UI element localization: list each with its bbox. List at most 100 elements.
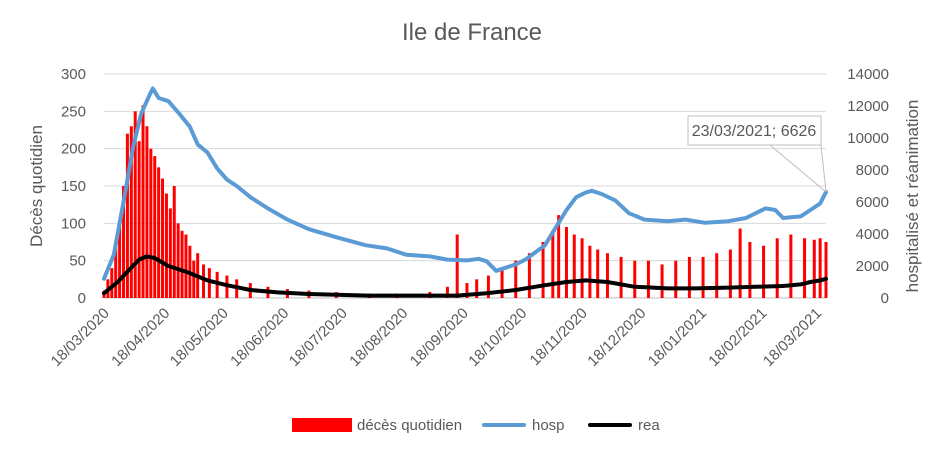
bar-deces (137, 141, 141, 298)
y-tick-label: 200 (61, 141, 86, 158)
x-tick-label: 18/11/2020 (527, 305, 591, 369)
x-tick-label: 18/02/2021 (705, 305, 770, 370)
bars-deces (102, 105, 828, 299)
bar-deces (133, 111, 137, 298)
bar-deces (541, 242, 545, 298)
x-tick-label: 18/12/2020 (584, 305, 649, 370)
x-ticks: 18/03/202018/04/202018/05/202018/06/2020… (48, 305, 825, 370)
x-tick-label: 18/10/2020 (465, 305, 530, 370)
bar-deces (572, 234, 576, 298)
bar-deces (207, 268, 211, 298)
annotation-label: 23/03/2021; 6626 (692, 123, 817, 140)
bar-deces (789, 234, 793, 298)
bar-deces (157, 167, 161, 298)
x-tick-label: 18/09/2020 (407, 305, 472, 370)
x-tick-label: 18/01/2021 (645, 305, 710, 370)
bar-deces (192, 260, 196, 298)
bar-deces (168, 208, 172, 298)
bar-deces (455, 234, 459, 298)
y2-tick-label: 6000 (856, 194, 889, 211)
bar-deces (514, 260, 518, 298)
y-tick-label: 100 (61, 215, 86, 232)
bar-deces (161, 178, 165, 298)
line-rea (102, 254, 828, 298)
annotation-leader (769, 144, 827, 193)
y2-tick-label: 0 (881, 290, 889, 307)
bar-deces (445, 286, 449, 298)
bar-deces (803, 238, 807, 298)
bar-deces (180, 230, 184, 298)
y2-tick-label: 14000 (847, 66, 889, 83)
legend: décès quotidien hosp rea (292, 417, 660, 434)
series-lines (102, 86, 828, 298)
bar-deces (184, 234, 188, 298)
bar-deces (588, 245, 592, 298)
bar-deces (172, 186, 176, 298)
bar-deces (475, 279, 479, 298)
legend-label-rea: rea (638, 417, 660, 434)
bar-deces (762, 245, 766, 298)
bar-deces (486, 275, 490, 298)
bar-deces (153, 156, 157, 298)
legend-label-deces: décès quotidien (357, 417, 462, 434)
bar-deces (164, 193, 168, 298)
y-tick-label: 50 (69, 253, 86, 270)
annotation-leader (820, 144, 827, 193)
bar-deces (202, 264, 206, 298)
legend-swatch-deces (292, 418, 352, 432)
bar-deces (824, 242, 828, 298)
y2-tick-label: 12000 (847, 98, 889, 115)
line-hosp (102, 86, 828, 281)
bar-deces (149, 148, 153, 298)
y2-tick-label: 2000 (856, 258, 889, 275)
y2-tick-label: 10000 (847, 130, 889, 147)
annotation: 23/03/2021; 6626 (687, 115, 827, 193)
x-tick-label: 18/08/2020 (346, 305, 411, 370)
chart-title: Ile de France (402, 19, 542, 46)
bar-deces (125, 133, 129, 298)
bar-deces (633, 260, 637, 298)
bar-deces (527, 253, 531, 298)
x-tick-label: 18/03/2020 (48, 305, 113, 370)
bar-deces (465, 283, 469, 298)
legend-label-hosp: hosp (532, 417, 565, 434)
bar-deces (660, 264, 664, 298)
y2-tick-label: 8000 (856, 162, 889, 179)
x-tick-label: 18/04/2020 (108, 305, 173, 370)
bar-deces (701, 256, 705, 298)
y-tick-label: 300 (61, 66, 86, 83)
bar-deces (596, 249, 600, 298)
bar-deces (619, 256, 623, 298)
y-left-ticks: 0 50 100 150 200 250 300 (61, 66, 86, 307)
y-tick-label: 0 (78, 290, 86, 307)
bar-deces (551, 230, 555, 298)
bar-deces (605, 253, 609, 298)
y-axis-label: Décès quotidien (27, 125, 46, 247)
bar-deces (580, 238, 584, 298)
bar-deces (687, 256, 691, 298)
bar-deces (728, 249, 732, 298)
bar-deces (775, 238, 779, 298)
y2-axis-label: hospitalisé et réanimation (903, 100, 922, 293)
bar-deces (110, 268, 114, 298)
bar-deces (118, 223, 122, 298)
bar-deces (141, 105, 145, 298)
bar-deces (738, 228, 742, 298)
bar-deces (176, 223, 180, 298)
annotation-box (687, 115, 822, 146)
y-tick-label: 250 (61, 103, 86, 120)
bar-deces (818, 238, 822, 298)
x-tick-label: 18/07/2020 (286, 305, 351, 370)
x-tick-label: 18/05/2020 (167, 305, 232, 370)
bar-deces (129, 126, 133, 299)
bar-deces (215, 271, 219, 298)
bar-deces (715, 253, 719, 298)
gridlines (104, 73, 826, 299)
y2-tick-label: 4000 (856, 226, 889, 243)
y-tick-label: 150 (61, 178, 86, 195)
bar-deces (674, 260, 678, 298)
bar-deces (812, 239, 816, 298)
x-tick-label: 18/03/2021 (760, 305, 825, 370)
